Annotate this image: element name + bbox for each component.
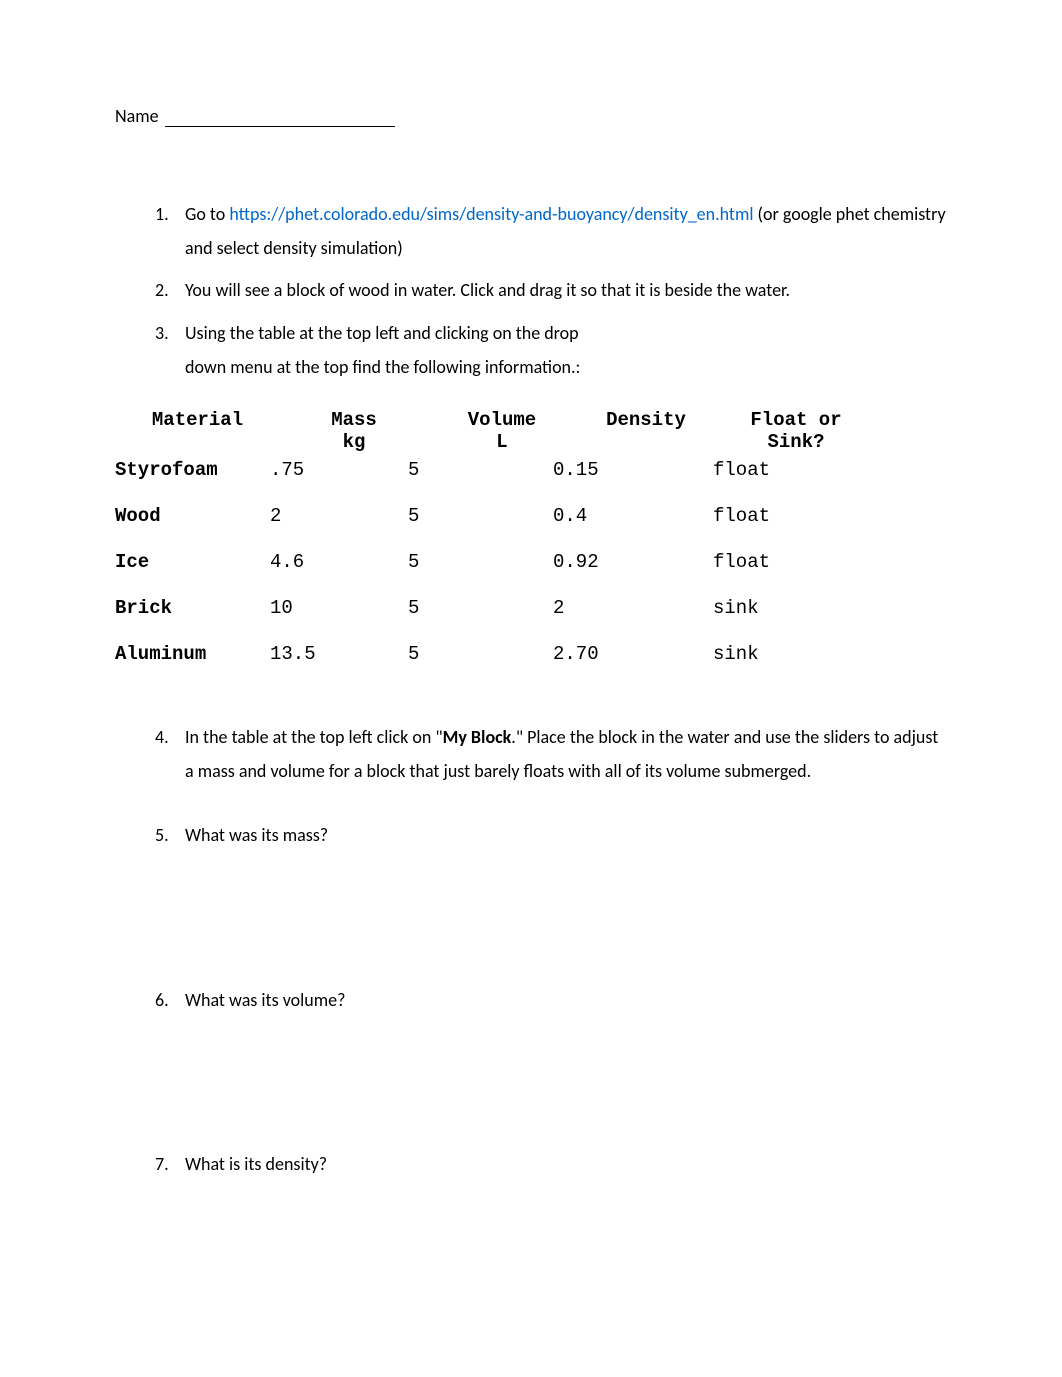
cell-volume: 5 xyxy=(408,643,553,665)
cell-float: float xyxy=(713,459,853,481)
instruction-3-line2: down menu at the top find the following … xyxy=(185,356,580,378)
cell-mass: 10 xyxy=(270,597,408,619)
density-table: Material Mass Volume Density Float or kg… xyxy=(115,409,947,665)
cell-density: 2 xyxy=(553,597,713,619)
instruction-3: Using the table at the top left and clic… xyxy=(155,316,947,384)
question-number: 6. xyxy=(155,983,169,1017)
phet-link[interactable]: https://phet.colorado.edu/sims/density-a… xyxy=(229,203,753,225)
instruction-1: Go to https://phet.colorado.edu/sims/den… xyxy=(155,197,947,265)
subheader-density-blank xyxy=(576,431,716,453)
cell-material: Styrofoam xyxy=(115,459,270,481)
question-4: 4. In the table at the top left click on… xyxy=(155,720,947,788)
cell-volume: 5 xyxy=(408,551,553,573)
instructions-list: Go to https://phet.colorado.edu/sims/den… xyxy=(155,197,947,384)
header-volume: Volume xyxy=(428,409,576,431)
cell-mass: 2 xyxy=(270,505,408,527)
table-row: Wood 2 5 0.4 float xyxy=(115,505,947,527)
questions-list: 4. In the table at the top left click on… xyxy=(155,720,947,1181)
cell-volume: 5 xyxy=(408,597,553,619)
table-subheader-row: kg L Sink? xyxy=(115,431,947,453)
cell-density: 0.4 xyxy=(553,505,713,527)
cell-density: 0.15 xyxy=(553,459,713,481)
table-header-row: Material Mass Volume Density Float or xyxy=(115,409,947,431)
cell-density: 0.92 xyxy=(553,551,713,573)
subheader-volume-unit: L xyxy=(428,431,576,453)
question-7-text: What is its density? xyxy=(185,1153,327,1175)
table-row: Aluminum 13.5 5 2.70 sink xyxy=(115,643,947,665)
header-float: Float or xyxy=(716,409,876,431)
name-field-line: Name xyxy=(115,105,947,127)
cell-material: Aluminum xyxy=(115,643,270,665)
question-5: 5. What was its mass? xyxy=(155,818,947,852)
question-5-text: What was its mass? xyxy=(185,824,328,846)
question-number: 5. xyxy=(155,818,169,852)
name-blank-line xyxy=(165,126,395,127)
header-density: Density xyxy=(576,409,716,431)
cell-material: Wood xyxy=(115,505,270,527)
table-row: Ice 4.6 5 0.92 float xyxy=(115,551,947,573)
table-row: Styrofoam .75 5 0.15 float xyxy=(115,459,947,481)
cell-volume: 5 xyxy=(408,505,553,527)
cell-material: Brick xyxy=(115,597,270,619)
table-row: Brick 10 5 2 sink xyxy=(115,597,947,619)
cell-mass: .75 xyxy=(270,459,408,481)
cell-float: float xyxy=(713,551,853,573)
question-number: 4. xyxy=(155,720,169,754)
cell-float: float xyxy=(713,505,853,527)
question-4-bold: My Block xyxy=(443,726,512,748)
question-6-text: What was its volume? xyxy=(185,989,345,1011)
cell-mass: 13.5 xyxy=(270,643,408,665)
question-6: 6. What was its volume? xyxy=(155,983,947,1017)
subheader-mass-unit: kg xyxy=(280,431,428,453)
instruction-3-line1: Using the table at the top left and clic… xyxy=(185,322,579,344)
header-mass: Mass xyxy=(280,409,428,431)
subheader-material-blank xyxy=(115,431,280,453)
name-label: Name xyxy=(115,105,159,127)
cell-float: sink xyxy=(713,597,853,619)
question-number: 7. xyxy=(155,1147,169,1181)
instruction-2: You will see a block of wood in water. C… xyxy=(155,273,947,307)
cell-density: 2.70 xyxy=(553,643,713,665)
cell-mass: 4.6 xyxy=(270,551,408,573)
instruction-1-prefix: Go to xyxy=(185,203,229,225)
header-material: Material xyxy=(115,409,280,431)
question-7: 7. What is its density? xyxy=(155,1147,947,1181)
subheader-sink: Sink? xyxy=(716,431,876,453)
cell-float: sink xyxy=(713,643,853,665)
cell-volume: 5 xyxy=(408,459,553,481)
cell-material: Ice xyxy=(115,551,270,573)
question-4-prefix: In the table at the top left click on " xyxy=(185,726,443,748)
